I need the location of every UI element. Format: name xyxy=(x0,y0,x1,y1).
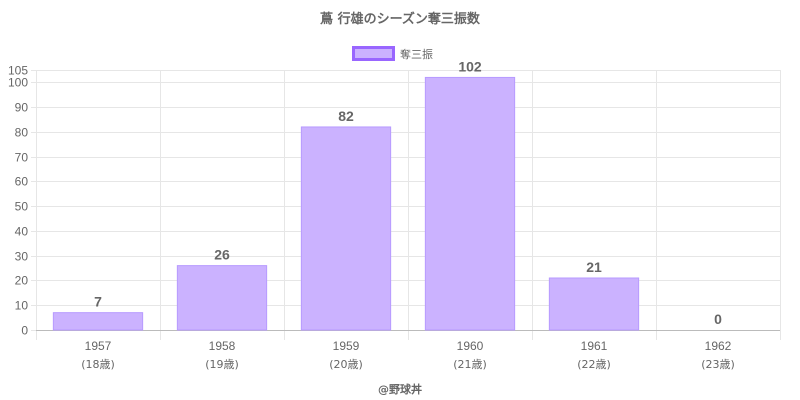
data-label-1962: 0 xyxy=(714,311,722,327)
x-tick-sublabel: (20歳) xyxy=(329,358,363,371)
chart-title: 蔦 行雄のシーズン奪三振数 xyxy=(320,11,481,27)
x-tick-sublabel: (19歳) xyxy=(205,358,239,371)
y-tick-label: 80 xyxy=(15,126,29,140)
y-tick-label: 105 xyxy=(8,64,28,78)
grid xyxy=(31,70,781,340)
legend-label: 奪三振 xyxy=(400,47,433,61)
y-tick-label: 0 xyxy=(21,324,28,338)
y-tick-label: 90 xyxy=(15,101,29,115)
x-tick-label: 1958 xyxy=(209,339,236,353)
bar-1958[interactable] xyxy=(176,265,268,331)
data-label-1958: 26 xyxy=(214,247,230,263)
y-tick-label: 70 xyxy=(15,151,29,165)
legend[interactable]: 奪三振 xyxy=(352,46,434,61)
y-tick-label: 100 xyxy=(8,76,28,90)
y-tick-label: 10 xyxy=(15,299,29,313)
bar-1960[interactable] xyxy=(424,76,516,331)
data-label-1961: 21 xyxy=(586,259,602,275)
y-tick-label: 20 xyxy=(15,274,29,288)
y-tick-label: 30 xyxy=(15,250,29,264)
axes: 01020304050607080901001051957(18歳)1958(1… xyxy=(8,64,780,371)
y-tick-label: 50 xyxy=(15,200,29,214)
x-tick-sublabel: (22歳) xyxy=(577,358,611,371)
data-label-1960: 102 xyxy=(458,58,482,74)
credit-text: @野球丼 xyxy=(378,382,422,396)
data-label-1959: 82 xyxy=(338,108,354,124)
y-tick-label: 40 xyxy=(15,225,29,239)
bar-1959[interactable] xyxy=(300,126,392,331)
x-tick-label: 1959 xyxy=(333,339,360,353)
data-label-1957: 7 xyxy=(94,294,102,310)
y-tick-label: 60 xyxy=(15,175,29,189)
legend-swatch xyxy=(352,46,395,61)
x-tick-label: 1960 xyxy=(457,339,484,353)
bar-1957[interactable] xyxy=(52,312,144,331)
x-tick-label: 1962 xyxy=(705,339,732,353)
x-tick-sublabel: (23歳) xyxy=(701,358,735,371)
x-tick-label: 1957 xyxy=(85,339,112,353)
bars xyxy=(52,76,640,331)
bar-1961[interactable] xyxy=(548,277,640,331)
data-labels: 7 26 82 102 21 0 xyxy=(94,58,722,327)
x-tick-sublabel: (21歳) xyxy=(453,358,487,371)
x-tick-label: 1961 xyxy=(581,339,608,353)
x-tick-sublabel: (18歳) xyxy=(81,358,115,371)
